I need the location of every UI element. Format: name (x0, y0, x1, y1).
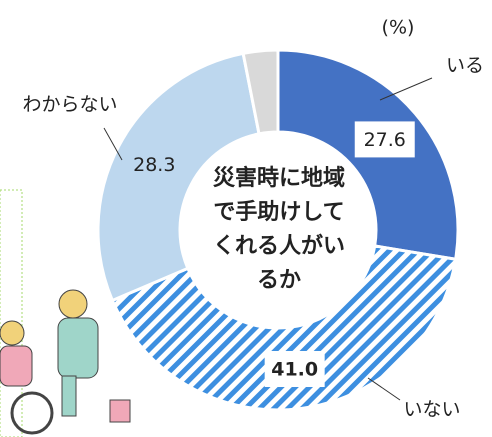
center-title: 災害時に地域で手助けしてくれる人がいるか (213, 166, 346, 293)
category-label: わからない (22, 94, 117, 116)
value-label: 41.0 (271, 359, 318, 381)
donut-slice (110, 244, 458, 412)
value-label-box (354, 121, 415, 158)
value-label: 28.3 (133, 154, 175, 176)
donut-slice (241, 48, 280, 136)
leader-line (379, 77, 433, 101)
category-label: いない (403, 399, 460, 421)
decor-box (0, 189, 23, 437)
donut-slice (96, 51, 261, 303)
category-label: いる (446, 55, 484, 77)
unit-label: (%) (382, 17, 415, 39)
value-label: 27.6 (364, 129, 406, 151)
leader-line (367, 377, 401, 401)
value-label-box (264, 351, 325, 388)
illustration (0, 289, 131, 435)
leader-line (103, 127, 123, 161)
